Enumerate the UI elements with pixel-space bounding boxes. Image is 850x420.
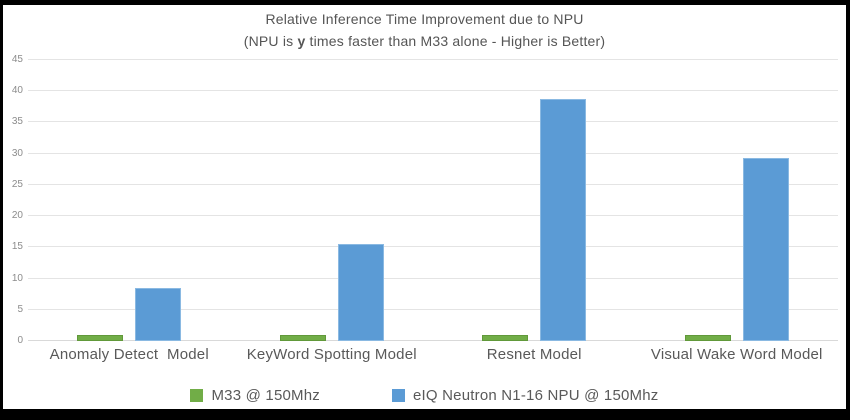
- gridline: [28, 152, 838, 154]
- legend: M33 @ 150Mhz eIQ Neutron N1-16 NPU @ 150M…: [3, 387, 846, 404]
- y-tick-label: 15: [11, 241, 23, 253]
- y-tick-label: 45: [11, 54, 23, 65]
- gridline: [28, 308, 838, 310]
- gridline: [28, 215, 838, 217]
- bar-group: [636, 60, 839, 341]
- gridline: [28, 121, 838, 123]
- y-tick-label: 20: [11, 210, 23, 222]
- y-tick-label: 10: [11, 272, 23, 284]
- title-block: Relative Inference Time Improvement due …: [3, 8, 846, 52]
- bar-npu: [742, 158, 789, 341]
- bar-npu: [540, 99, 587, 341]
- y-tick-label: 25: [11, 178, 23, 190]
- bar-group: [231, 60, 434, 341]
- y-tick-label: 35: [11, 116, 23, 128]
- x-category-label: KeyWord Spotting Model: [246, 346, 417, 363]
- bar-m33: [482, 334, 529, 341]
- x-axis-labels: Anomaly Detect Model KeyWord Spotting Mod…: [28, 346, 838, 363]
- legend-item-m33: M33 @ 150Mhz: [190, 387, 320, 404]
- y-tick-label: 5: [17, 303, 23, 315]
- legend-item-npu: eIQ Neutron N1-16 NPU @ 150Mhz: [392, 387, 659, 404]
- subtitle-suffix: times faster than M33 alone - Higher is …: [305, 33, 606, 49]
- bar-m33: [77, 334, 124, 341]
- legend-swatch-icon: [392, 389, 405, 402]
- bar-group: [433, 60, 636, 341]
- gridline: [28, 183, 838, 185]
- gridline: [28, 90, 838, 92]
- chart-subtitle: (NPU is y times faster than M33 alone - …: [3, 30, 846, 52]
- x-category-label: Visual Wake Word Model: [650, 346, 823, 363]
- bar-npu: [337, 243, 384, 341]
- legend-label: eIQ Neutron N1-16 NPU @ 150Mhz: [413, 387, 659, 404]
- subtitle-prefix: (NPU is: [243, 33, 298, 49]
- legend-swatch-icon: [190, 389, 204, 402]
- gridline: [28, 59, 838, 60]
- y-tick-label: 40: [11, 85, 23, 97]
- bar-npu: [135, 287, 182, 341]
- gridline: [28, 246, 838, 248]
- legend-label: M33 @ 150Mhz: [211, 387, 320, 404]
- y-tick-label: 30: [11, 147, 23, 159]
- x-category-label: Resnet Model: [486, 346, 582, 363]
- bars-layer: [28, 60, 838, 341]
- gridline: [28, 277, 838, 279]
- bar-m33: [684, 334, 731, 341]
- x-axis-line: [28, 340, 838, 341]
- x-category-label: Anomaly Detect Model: [49, 346, 209, 363]
- subtitle-bold-y: y: [297, 33, 306, 49]
- y-tick-label: 0: [17, 335, 23, 346]
- bar-group: [28, 60, 231, 341]
- chart-title: Relative Inference Time Improvement due …: [265, 11, 584, 27]
- plot-area: 0 5 10 15 20 25 30 35 40 45: [12, 55, 838, 346]
- bar-m33: [279, 334, 326, 341]
